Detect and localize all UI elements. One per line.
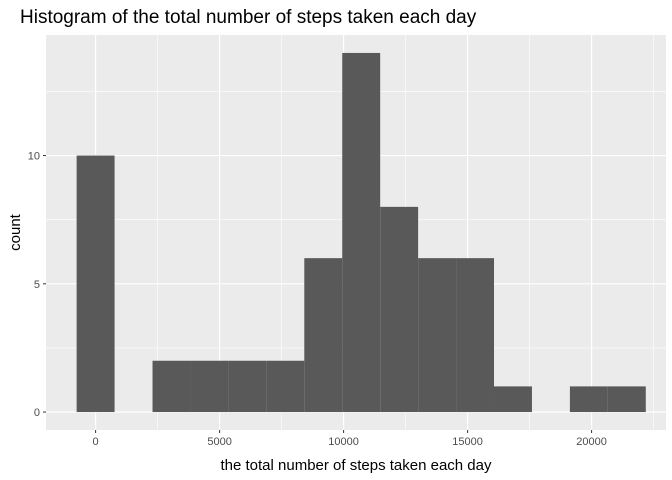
y-tick-label: 10 xyxy=(28,151,40,163)
histogram-bar xyxy=(569,386,608,413)
histogram-bar xyxy=(456,258,495,413)
histogram-bar xyxy=(607,386,646,413)
histogram-bars xyxy=(76,52,646,413)
x-tick-label: 15000 xyxy=(452,436,483,448)
chart-title: Histogram of the total number of steps t… xyxy=(20,7,477,28)
x-axis-title: the total number of steps taken each day xyxy=(220,457,492,474)
y-axis-title: count xyxy=(7,213,24,251)
axes: 0 5000 10000 15000 20000 0 5 10 xyxy=(28,151,607,448)
x-tick-label: 20000 xyxy=(576,436,607,448)
histogram-bar xyxy=(76,155,115,413)
histogram-bar xyxy=(304,258,343,413)
histogram-bar xyxy=(190,360,229,413)
histogram-bar xyxy=(266,360,305,413)
histogram-bar xyxy=(418,258,457,413)
histogram-bar xyxy=(342,52,381,413)
histogram-bar xyxy=(380,206,419,413)
y-tick-label: 5 xyxy=(34,279,40,291)
histogram-bar xyxy=(152,360,191,413)
histogram-bar xyxy=(228,360,267,413)
histogram-bar xyxy=(494,386,532,413)
y-tick-label: 0 xyxy=(34,407,40,419)
x-tick-label: 0 xyxy=(93,436,99,448)
x-tick-label: 10000 xyxy=(328,436,359,448)
x-tick-label: 5000 xyxy=(207,436,231,448)
